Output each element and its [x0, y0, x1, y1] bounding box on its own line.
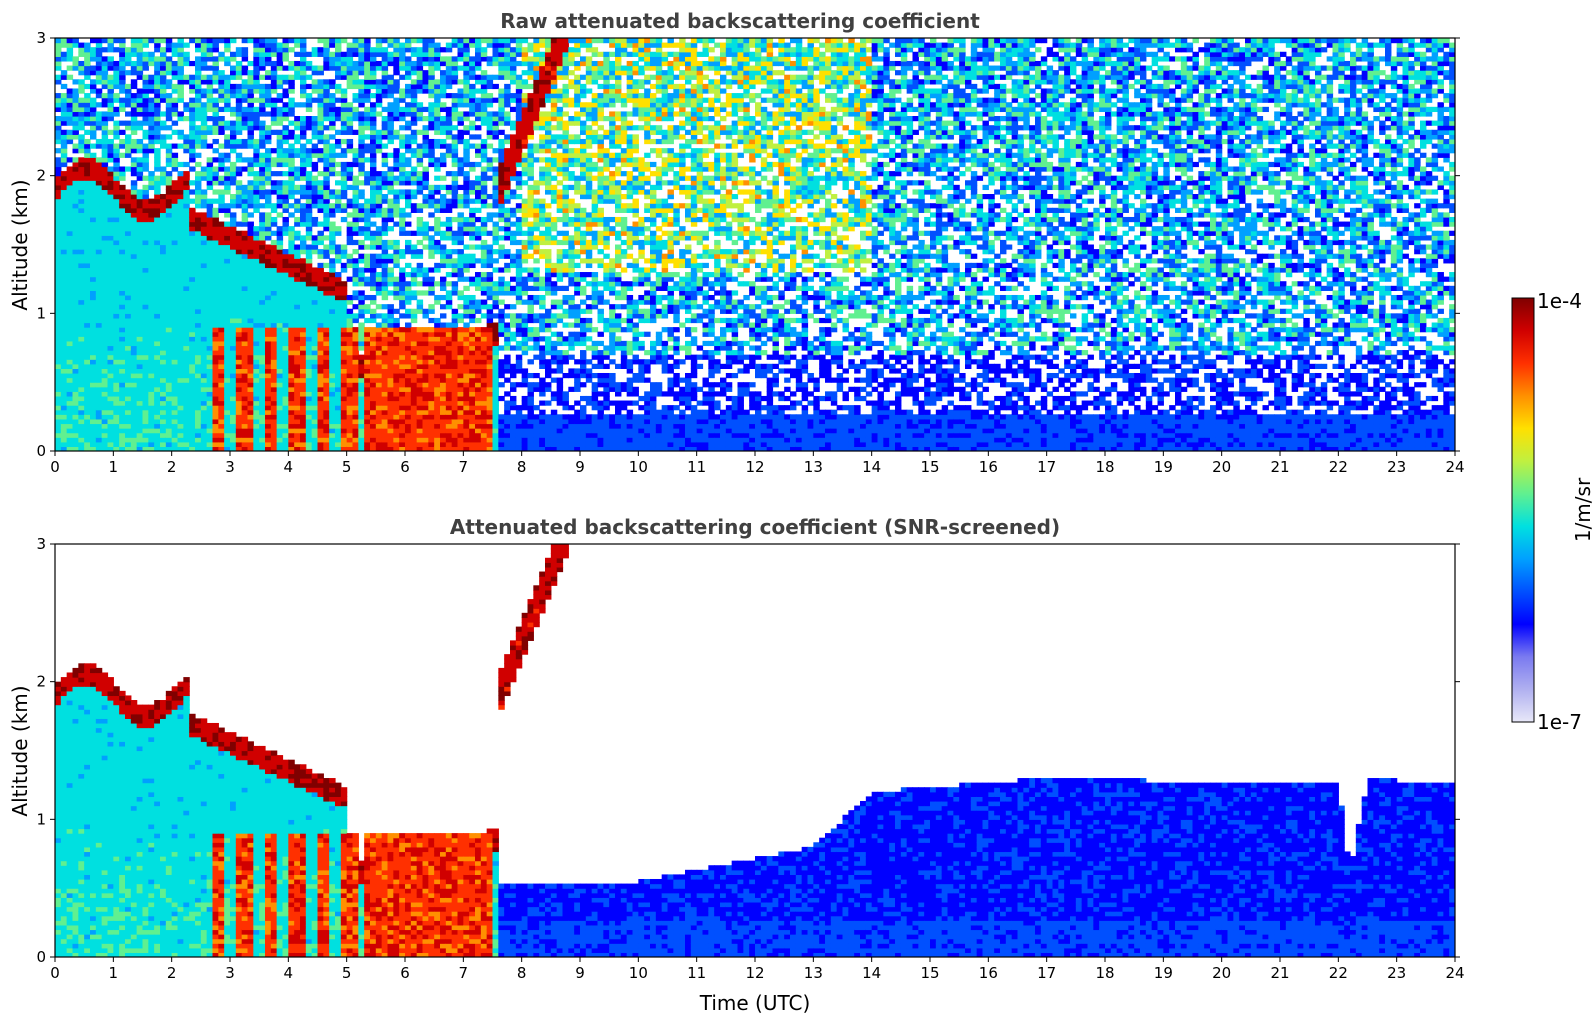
y-tick-label: 0	[36, 948, 46, 966]
x-tick-label: 2	[167, 458, 177, 476]
x-tick-label: 3	[225, 964, 235, 982]
x-tick-label: 7	[459, 964, 469, 982]
x-tick-label: 6	[400, 964, 410, 982]
heatmap-raw	[55, 38, 1455, 451]
x-tick-label: 4	[284, 964, 294, 982]
x-tick-label: 12	[745, 964, 764, 982]
colorbar-max-label: 1e-4	[1537, 289, 1582, 313]
x-tick-label: 0	[50, 964, 60, 982]
x-tick-label: 12	[745, 458, 764, 476]
raw-backscatter-panel: Raw attenuated backscattering coefficien…	[8, 9, 1465, 476]
x-tick-label: 15	[920, 964, 939, 982]
x-axis-ticks: 0 1 2 3 4 5 6 7 8 9 10 11 12 13 14 15 16 17 18 19 20 21 22 23 24	[50, 451, 1465, 476]
x-tick-label: 9	[575, 458, 585, 476]
x-tick-label: 10	[629, 458, 648, 476]
x-tick-label: 22	[1329, 458, 1348, 476]
x-tick-label: 13	[804, 458, 823, 476]
x-tick-label: 0	[50, 458, 60, 476]
x-tick-label: 6	[400, 458, 410, 476]
x-tick-label: 23	[1387, 458, 1406, 476]
x-tick-label: 10	[629, 964, 648, 982]
x-tick-label: 21	[1270, 458, 1289, 476]
x-tick-label: 4	[284, 458, 294, 476]
y-tick-label: 2	[36, 167, 46, 185]
x-tick-label: 15	[920, 458, 939, 476]
x-tick-label: 18	[1095, 964, 1114, 982]
y-axis-label: Altitude (km)	[8, 685, 32, 816]
y-tick-label: 0	[36, 442, 46, 460]
x-tick-label: 20	[1212, 458, 1231, 476]
x-tick-label: 5	[342, 964, 352, 982]
y-axis-ticks: 0 1 2 3	[36, 29, 1460, 460]
y-tick-label: 1	[36, 304, 46, 322]
x-tick-label: 1	[109, 964, 119, 982]
y-axis-ticks: 0 1 2 3	[36, 535, 1460, 966]
x-tick-label: 16	[979, 964, 998, 982]
x-tick-label: 17	[1037, 964, 1056, 982]
y-tick-label: 1	[36, 810, 46, 828]
x-axis-ticks: 0 1 2 3 4 5 6 7 8 9 10 11 12 13 14 15 16 17 18 19 20 21 22 23 24	[50, 957, 1465, 982]
x-tick-label: 17	[1037, 458, 1056, 476]
x-tick-label: 8	[517, 964, 527, 982]
colorbar-min-label: 1e-7	[1537, 710, 1582, 734]
y-tick-label: 2	[36, 673, 46, 691]
x-tick-label: 20	[1212, 964, 1231, 982]
colorbar-unit-label: 1/m/sr	[1571, 477, 1595, 542]
panel-title: Attenuated backscattering coefficient (S…	[450, 515, 1060, 539]
x-tick-label: 8	[517, 458, 527, 476]
snr-screened-panel: Attenuated backscattering coefficient (S…	[8, 515, 1465, 1015]
x-tick-label: 13	[804, 964, 823, 982]
y-tick-label: 3	[36, 29, 46, 47]
x-tick-label: 19	[1154, 458, 1173, 476]
x-axis-label: Time (UTC)	[699, 991, 811, 1015]
x-tick-label: 18	[1095, 458, 1114, 476]
x-tick-label: 2	[167, 964, 177, 982]
heatmap-screened	[55, 544, 1455, 957]
x-tick-label: 14	[862, 458, 881, 476]
x-tick-label: 14	[862, 964, 881, 982]
x-tick-label: 23	[1387, 964, 1406, 982]
x-tick-label: 9	[575, 964, 585, 982]
x-tick-label: 1	[109, 458, 119, 476]
x-tick-label: 11	[687, 964, 706, 982]
x-tick-label: 3	[225, 458, 235, 476]
y-tick-label: 3	[36, 535, 46, 553]
x-tick-label: 24	[1445, 458, 1464, 476]
x-tick-label: 24	[1445, 964, 1464, 982]
x-tick-label: 16	[979, 458, 998, 476]
colorbar: 1e-4 1e-7 1/m/sr	[1511, 289, 1595, 734]
colorbar-scale	[1511, 297, 1535, 723]
y-axis-label: Altitude (km)	[8, 179, 32, 310]
x-tick-label: 21	[1270, 964, 1289, 982]
x-tick-label: 5	[342, 458, 352, 476]
x-tick-label: 11	[687, 458, 706, 476]
x-tick-label: 19	[1154, 964, 1173, 982]
panel-title: Raw attenuated backscattering coefficien…	[500, 9, 980, 33]
x-tick-label: 7	[459, 458, 469, 476]
x-tick-label: 22	[1329, 964, 1348, 982]
